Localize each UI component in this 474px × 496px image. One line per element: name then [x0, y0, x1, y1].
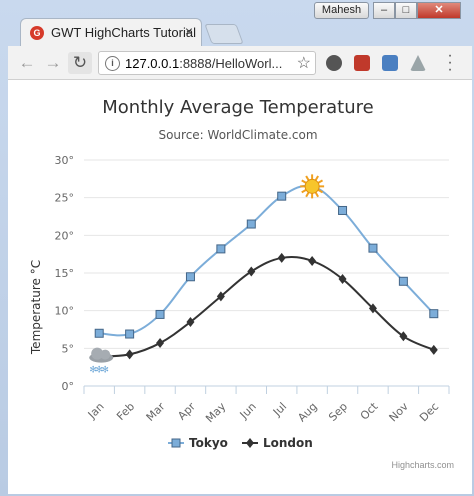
info-icon[interactable]: i	[105, 56, 120, 71]
x-tick-label: Sep	[326, 400, 350, 424]
legend-symbol	[171, 438, 181, 448]
data-point-tokyo[interactable]	[94, 328, 104, 338]
reload-icon[interactable]: ↻	[68, 52, 92, 74]
data-point-tokyo[interactable]	[155, 309, 165, 319]
browser-tab[interactable]: G GWT HighCharts Tutorial ×	[20, 18, 202, 46]
sun-ray	[301, 179, 307, 184]
data-point-london[interactable]	[399, 331, 408, 342]
data-point-london[interactable]	[429, 344, 438, 355]
sun-icon	[300, 174, 325, 199]
extension-icon[interactable]	[382, 55, 398, 71]
series-line-tokyo	[99, 184, 435, 337]
data-point-london[interactable]	[247, 266, 256, 277]
x-tick-label: May	[203, 400, 229, 426]
y-axis-label: Temperature °C	[29, 260, 43, 355]
y-tick-label: 20°	[55, 229, 75, 242]
sun-ray	[301, 189, 307, 194]
tab-title: GWT HighCharts Tutorial	[51, 25, 196, 40]
data-point-london[interactable]	[216, 291, 225, 302]
snow-cloud-icon: ✻✻✻	[89, 347, 114, 376]
menu-icon[interactable]: · · ·	[447, 47, 453, 78]
x-tick-label: Jun	[237, 400, 259, 422]
snowflake-icon: ✻	[95, 366, 103, 376]
x-tick-label: Mar	[144, 400, 168, 424]
legend-item-tokyo[interactable]: Tokyo	[168, 436, 228, 450]
page-content: 0° 5° 10° 15° 20° 25° 30° Jan Feb Mar Apr May Jun Jul…	[8, 80, 472, 494]
data-point-london[interactable]	[186, 316, 195, 327]
extension-icon[interactable]	[354, 55, 370, 71]
x-tick-label: Dec	[417, 400, 441, 424]
favicon-icon: G	[30, 26, 44, 40]
data-point-london[interactable]	[277, 252, 286, 263]
data-point-tokyo[interactable]	[368, 243, 378, 253]
y-tick-label: 15°	[55, 267, 75, 280]
sun-ray	[314, 175, 319, 181]
data-point-tokyo[interactable]	[429, 309, 439, 319]
address-bar[interactable]: i 127.0.0.1:8888/HelloWorl... ☆	[98, 51, 316, 75]
sun-ray	[317, 179, 324, 184]
legend-symbol	[246, 438, 254, 448]
sun-ray	[305, 191, 310, 198]
maximize-button[interactable]: □	[395, 2, 417, 19]
x-tick-label: Jan	[85, 400, 107, 422]
chart-svg: 0° 5° 10° 15° 20° 25° 30° Jan Feb Mar Apr May Jun Jul…	[29, 97, 450, 450]
chart-credits[interactable]: Highcharts.com	[391, 460, 454, 470]
legend-label: Tokyo	[189, 436, 228, 450]
browser-toolbar: ← → ↻ i 127.0.0.1:8888/HelloWorl... ☆ · ·…	[8, 46, 472, 80]
back-arrow-icon[interactable]: ←	[18, 53, 36, 72]
legend-label: London	[263, 436, 313, 450]
forward-arrow-icon[interactable]: →	[44, 53, 62, 72]
x-tick-label: Apr	[175, 400, 198, 423]
cloud-shape	[100, 349, 111, 360]
data-point-tokyo[interactable]	[125, 329, 135, 339]
data-point-tokyo[interactable]	[246, 219, 256, 229]
y-tick-label: 30°	[55, 154, 75, 167]
data-point-london[interactable]	[156, 338, 165, 349]
data-point-london[interactable]	[308, 255, 317, 266]
chart-subtitle: Source: WorldClimate.com	[158, 128, 317, 142]
snowflake-icon: ✻	[89, 366, 97, 376]
x-tick-label: Nov	[387, 400, 412, 425]
y-tick-label: 10°	[55, 305, 75, 318]
data-point-london[interactable]	[338, 274, 347, 285]
legend-item-london[interactable]: London	[242, 436, 313, 450]
bookmark-star-icon[interactable]: ☆	[296, 55, 311, 72]
x-tick-label: Jul	[270, 400, 289, 419]
close-window-button[interactable]: ✕	[417, 2, 461, 19]
y-tick-label: 5°	[62, 342, 75, 355]
sun-ray	[314, 191, 319, 198]
series-line-london	[99, 256, 435, 358]
y-tick-label: 0°	[62, 380, 75, 393]
data-point-tokyo[interactable]	[398, 276, 408, 286]
new-tab-button[interactable]	[204, 24, 244, 44]
drive-icon[interactable]	[410, 55, 426, 71]
minimize-button[interactable]: –	[373, 2, 395, 19]
data-point-tokyo[interactable]	[338, 205, 348, 215]
x-tick-label: Aug	[295, 400, 319, 424]
close-tab-icon[interactable]: ×	[184, 23, 193, 39]
url-text: 127.0.0.1:8888/HelloWorl...	[125, 56, 283, 71]
data-point-london[interactable]	[125, 349, 134, 360]
data-point-tokyo[interactable]	[277, 191, 287, 201]
cloud-shape	[91, 347, 104, 360]
sun-disc	[304, 178, 320, 194]
chart-title: Monthly Average Temperature	[102, 97, 373, 118]
data-point-london[interactable]	[368, 303, 377, 314]
y-tick-label: 25°	[55, 192, 75, 205]
x-tick-label: Feb	[114, 400, 137, 423]
data-point-tokyo[interactable]	[185, 272, 195, 282]
extension-icon[interactable]	[326, 55, 342, 71]
snowflake-icon: ✻	[101, 366, 109, 376]
sun-ray	[305, 175, 310, 181]
x-tick-label: Oct	[358, 400, 381, 423]
sun-ray	[317, 189, 324, 194]
data-point-tokyo[interactable]	[216, 244, 226, 254]
user-profile-button[interactable]: Mahesh	[314, 2, 369, 19]
